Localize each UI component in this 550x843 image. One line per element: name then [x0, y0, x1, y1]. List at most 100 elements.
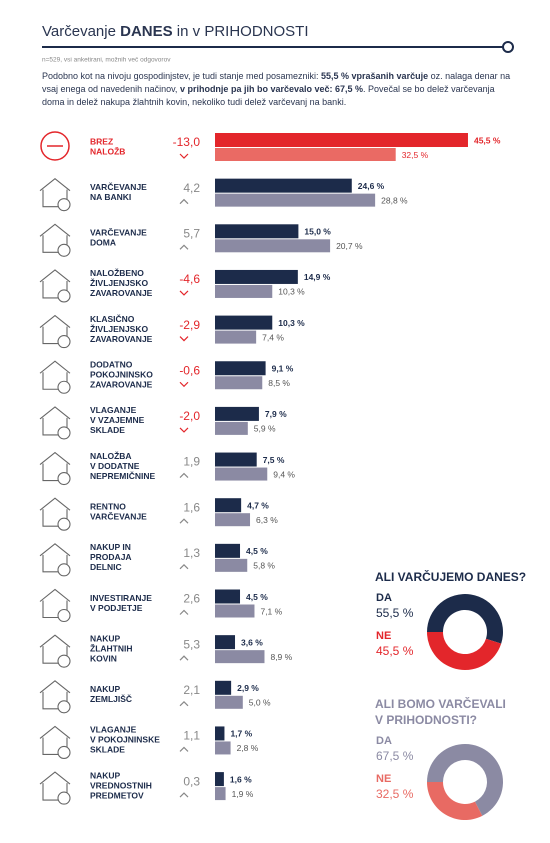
title-part: in v: [173, 23, 205, 40]
donut-slice: [427, 744, 503, 816]
change-label: -13,0: [173, 135, 201, 149]
icon: [57, 608, 71, 623]
donut-title: ALI VARČUJEMO DANES?: [375, 569, 526, 584]
value-label: 5,0 %: [249, 698, 271, 708]
value-label: 4,5 %: [246, 592, 268, 602]
icon: [39, 497, 71, 527]
category-label: VARČEVANJE: [90, 227, 147, 238]
category-label: NALOŽB: [90, 145, 125, 156]
donut-category: DA: [376, 735, 392, 747]
value-label: 8,9 %: [270, 652, 292, 662]
title-part: PRIHODNOSTI: [204, 23, 308, 40]
change-arrow: [179, 655, 189, 661]
change-arrow: [179, 564, 189, 570]
category-label: VLAGANJE: [90, 405, 137, 415]
icon: [57, 471, 71, 486]
category-label: NA BANKI: [90, 192, 131, 202]
value-label: 7,1 %: [260, 606, 282, 616]
value-label: 6,3 %: [256, 515, 278, 525]
bar: [215, 269, 298, 284]
value-label: 8,5 %: [268, 378, 290, 388]
bar: [215, 741, 231, 755]
bar: [215, 452, 257, 467]
icon: [39, 680, 71, 710]
bar: [215, 133, 468, 147]
icon: [39, 451, 71, 482]
donut-slice: [427, 782, 483, 821]
change-arrow: [179, 518, 189, 524]
intro-part: oz. nalaga denar na vsaj enega od navede…: [42, 71, 511, 94]
change-label: 1,6: [183, 500, 200, 514]
category-label: NAKUP IN: [90, 542, 131, 552]
value-label: 5,8 %: [253, 561, 275, 571]
bar: [215, 193, 376, 207]
category-label: VARČEVANJE: [90, 181, 147, 192]
icon: [57, 654, 71, 668]
intro-part: . Povečal se bo delež varčevanja doma in…: [42, 84, 495, 107]
change-label: 5,7: [183, 226, 200, 240]
icon: [39, 223, 71, 253]
category-label: NAKUP: [90, 633, 121, 643]
bar: [215, 421, 248, 435]
change-arrow: [179, 153, 189, 159]
bar: [215, 680, 232, 695]
category-label: PREDMETOV: [90, 790, 144, 800]
category-label: SKLADE: [90, 745, 125, 755]
icon: [39, 360, 71, 390]
category-label: V VZAJEMNE: [90, 415, 145, 425]
category-label: ŽLAHTNIH: [90, 642, 133, 653]
icon: [57, 791, 71, 805]
icon: [57, 745, 71, 760]
intro-part: Podobno kot na nivoju gospodinjstev, je …: [42, 71, 322, 81]
change-label: -2,9: [179, 318, 200, 332]
bar: [215, 148, 396, 161]
icon: [39, 588, 71, 619]
category-label: VARČEVANJE: [90, 510, 147, 521]
icon: [57, 380, 71, 394]
category-label: DODATNO: [90, 360, 133, 370]
value-label: 7,5 %: [263, 455, 285, 465]
category-label: KLASIČNO: [90, 313, 135, 324]
bar: [215, 467, 268, 481]
category-label: NAKUP: [90, 770, 121, 780]
change-arrow: [179, 290, 189, 296]
title-part: DANES: [120, 23, 173, 40]
category-label: RENTNO: [90, 501, 126, 511]
category-label: VLAGANJE: [90, 725, 137, 735]
change-label: 1,9: [183, 455, 200, 469]
bar: [215, 330, 257, 344]
change-label: 1,1: [183, 729, 200, 743]
icon: [57, 198, 71, 212]
bar: [215, 604, 255, 618]
category-label: NAKUP: [90, 684, 121, 694]
value-label: 2,9 %: [237, 683, 259, 693]
category-label: NALOŽBENO: [90, 267, 144, 278]
change-arrow: [179, 198, 189, 205]
bar: [215, 498, 242, 513]
donut-category: DA: [376, 592, 392, 604]
change-arrow: [179, 472, 189, 478]
change-label: 0,3: [183, 774, 200, 788]
change-arrow: [179, 792, 189, 798]
category-label: V POKOJNINSKE: [90, 735, 160, 745]
category-label: V DODATNE: [90, 461, 140, 471]
value-label: 32,5 %: [402, 150, 429, 160]
donut-category: NE: [376, 630, 391, 642]
bar: [215, 239, 331, 253]
bar: [215, 543, 241, 558]
change-arrow: [179, 609, 189, 615]
category-label: DELNIC: [90, 562, 122, 572]
category-label: KOVIN: [90, 653, 117, 663]
change-arrow: [179, 700, 189, 707]
category-label: ZEMLJIŠČ: [90, 693, 132, 704]
icon: [40, 131, 70, 161]
category-label: NALOŽBA: [90, 450, 132, 461]
bar: [215, 361, 266, 376]
change-label: -2,0: [179, 409, 200, 423]
bar: [215, 178, 352, 193]
donut-value: 55,5 %: [376, 606, 414, 620]
donut-slice: [427, 593, 503, 644]
bar: [215, 787, 226, 801]
category-label: ZAVAROVANJE: [90, 380, 153, 390]
